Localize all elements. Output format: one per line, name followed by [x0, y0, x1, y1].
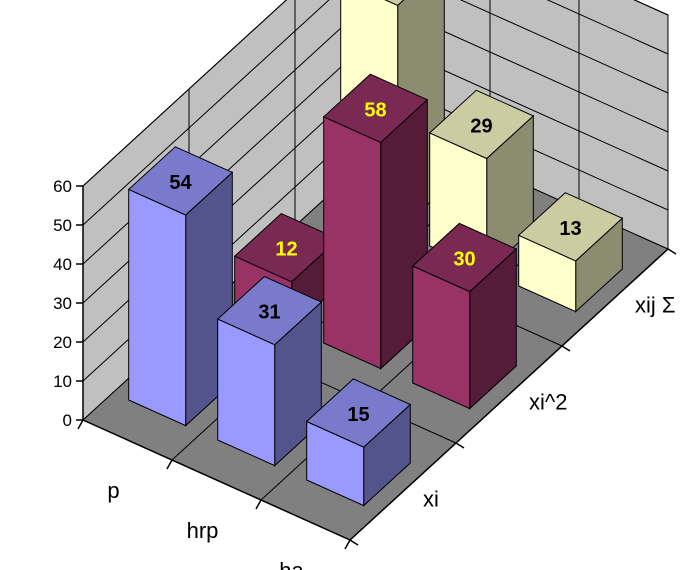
- bar-top: [384, 0, 405, 6]
- z-tick-mark: [455, 442, 465, 449]
- data-label: 15: [347, 404, 369, 426]
- y-tick-label: 10: [53, 372, 72, 391]
- y-tick-label: 60: [53, 177, 72, 196]
- bar-top: [517, 192, 624, 262]
- z-tick-mark: [561, 345, 571, 352]
- x-tick-label: hrp: [187, 518, 219, 543]
- bar-top: [322, 73, 429, 143]
- bar-top: [411, 222, 518, 293]
- chart-axes: 0 10 20 30 40 50 60 p hrp ha xi xi^2 xij Σ по долям: [53, 177, 682, 570]
- chart-labels: 582913125830543115: [169, 99, 581, 426]
- x-tick-label: p: [107, 478, 119, 503]
- x-axis-line: [82, 419, 351, 541]
- series-label: xi^2: [529, 390, 567, 415]
- data-label: 29: [470, 115, 492, 137]
- data-label: 13: [559, 218, 581, 240]
- chart-bars: [127, 0, 624, 507]
- x-tick-mark: [255, 499, 262, 510]
- z-tick-mark: [349, 539, 359, 546]
- y-tick-label: 40: [53, 255, 72, 274]
- series-label: xij Σ по долям: [635, 293, 682, 318]
- z-axis-line: [349, 248, 669, 541]
- x-tick-mark: [344, 539, 351, 550]
- z-tick-mark: [667, 248, 677, 255]
- y-tick-label: 50: [53, 216, 72, 235]
- y-tick-label: 0: [63, 411, 72, 430]
- bar-top: [305, 378, 412, 448]
- bar: [411, 222, 518, 410]
- data-label: 12: [275, 239, 297, 261]
- data-label: 30: [453, 249, 475, 271]
- bar-front: [128, 188, 187, 427]
- y-tick-label: 20: [53, 333, 72, 352]
- series-label: xi: [423, 487, 439, 512]
- bar-front: [323, 116, 382, 370]
- bar-top: [216, 275, 323, 346]
- bar-top: [428, 89, 535, 160]
- bar-top: [127, 146, 234, 216]
- bar: [305, 378, 412, 507]
- bar: [517, 192, 624, 313]
- x-tick-label: ha: [279, 558, 304, 570]
- data-label: 58: [364, 99, 386, 121]
- data-label: 54: [169, 172, 192, 194]
- x-tick-mark: [77, 419, 84, 430]
- data-label: 31: [258, 302, 280, 324]
- y-tick-label: 30: [53, 294, 72, 313]
- x-tick-mark: [166, 459, 173, 470]
